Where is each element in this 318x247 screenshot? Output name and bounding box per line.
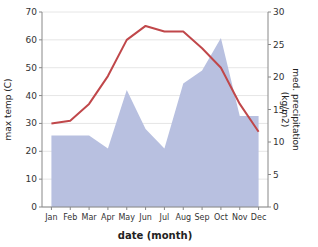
- grid-line: [42, 207, 268, 208]
- y-tick-label: 20: [26, 146, 38, 156]
- y2-tick: [268, 174, 271, 175]
- y-tick: [39, 151, 42, 152]
- y-tick: [39, 95, 42, 96]
- y-tick-label: 60: [26, 35, 38, 45]
- grid-line: [42, 12, 268, 13]
- y-axis-label: max temp (C): [3, 78, 13, 140]
- y-tick: [39, 39, 42, 40]
- y-tick-label: 70: [26, 7, 38, 17]
- x-tick-label: Mar: [82, 213, 98, 222]
- x-tick: [107, 207, 108, 210]
- y-tick: [39, 207, 42, 208]
- y2-tick-label: 0: [273, 202, 279, 212]
- x-tick-label: Oct: [214, 213, 228, 222]
- chart: 010203040506070051015202530JanFebMarAprM…: [0, 0, 318, 247]
- y-tick: [39, 123, 42, 124]
- y2-tick-label: 25: [273, 40, 284, 50]
- x-tick: [239, 207, 240, 210]
- y2-tick-label: 10: [273, 137, 285, 147]
- y-tick-label: 10: [26, 174, 38, 184]
- y2-tick-label: 20: [273, 72, 285, 82]
- x-axis-line: [42, 207, 268, 208]
- y-tick-label: 50: [26, 63, 38, 73]
- x-tick: [183, 207, 184, 210]
- x-tick-label: Nov: [232, 213, 248, 222]
- x-tick: [164, 207, 165, 210]
- y2-axis-label-line: med. precipitation: [291, 68, 301, 150]
- y2-axis-label: med. precipitation(kg/m2): [280, 68, 301, 150]
- x-tick-label: May: [118, 213, 135, 222]
- y-tick-label: 40: [26, 91, 38, 101]
- y-tick-label: 0: [31, 202, 37, 212]
- y-axis-line: [42, 12, 43, 207]
- x-tick: [126, 207, 127, 210]
- y-tick: [39, 179, 42, 180]
- grid-line: [42, 67, 268, 68]
- x-tick: [258, 207, 259, 210]
- x-tick-label: Apr: [101, 213, 116, 222]
- y2-tick: [268, 207, 271, 208]
- y2-tick-label: 30: [273, 7, 285, 17]
- y2-tick: [268, 109, 271, 110]
- y2-axis-label-line: (kg/m2): [280, 92, 290, 127]
- x-tick: [220, 207, 221, 210]
- y2-tick: [268, 12, 271, 13]
- x-tick: [51, 207, 52, 210]
- x-tick-label: Feb: [63, 213, 77, 222]
- plot-marks: [51, 26, 258, 207]
- temp-line: [51, 26, 258, 132]
- x-axis-label: date (month): [118, 230, 192, 241]
- y2-tick: [268, 77, 271, 78]
- x-tick-label: Dec: [251, 213, 266, 222]
- y-tick: [39, 67, 42, 68]
- y-tick-label: 30: [26, 118, 38, 128]
- y-tick: [39, 12, 42, 13]
- grid-line: [42, 39, 268, 40]
- x-tick-label: Jul: [159, 213, 170, 222]
- x-tick: [89, 207, 90, 210]
- y2-tick: [268, 44, 271, 45]
- precip-area: [51, 38, 258, 207]
- y2-tick: [268, 142, 271, 143]
- x-tick-label: Sep: [195, 213, 210, 222]
- x-tick: [202, 207, 203, 210]
- x-tick-label: Aug: [175, 213, 191, 222]
- x-tick-label: Jun: [138, 213, 152, 222]
- x-tick: [145, 207, 146, 210]
- x-tick-label: Jan: [44, 213, 57, 222]
- x-tick: [70, 207, 71, 210]
- y2-tick-label: 5: [273, 170, 279, 180]
